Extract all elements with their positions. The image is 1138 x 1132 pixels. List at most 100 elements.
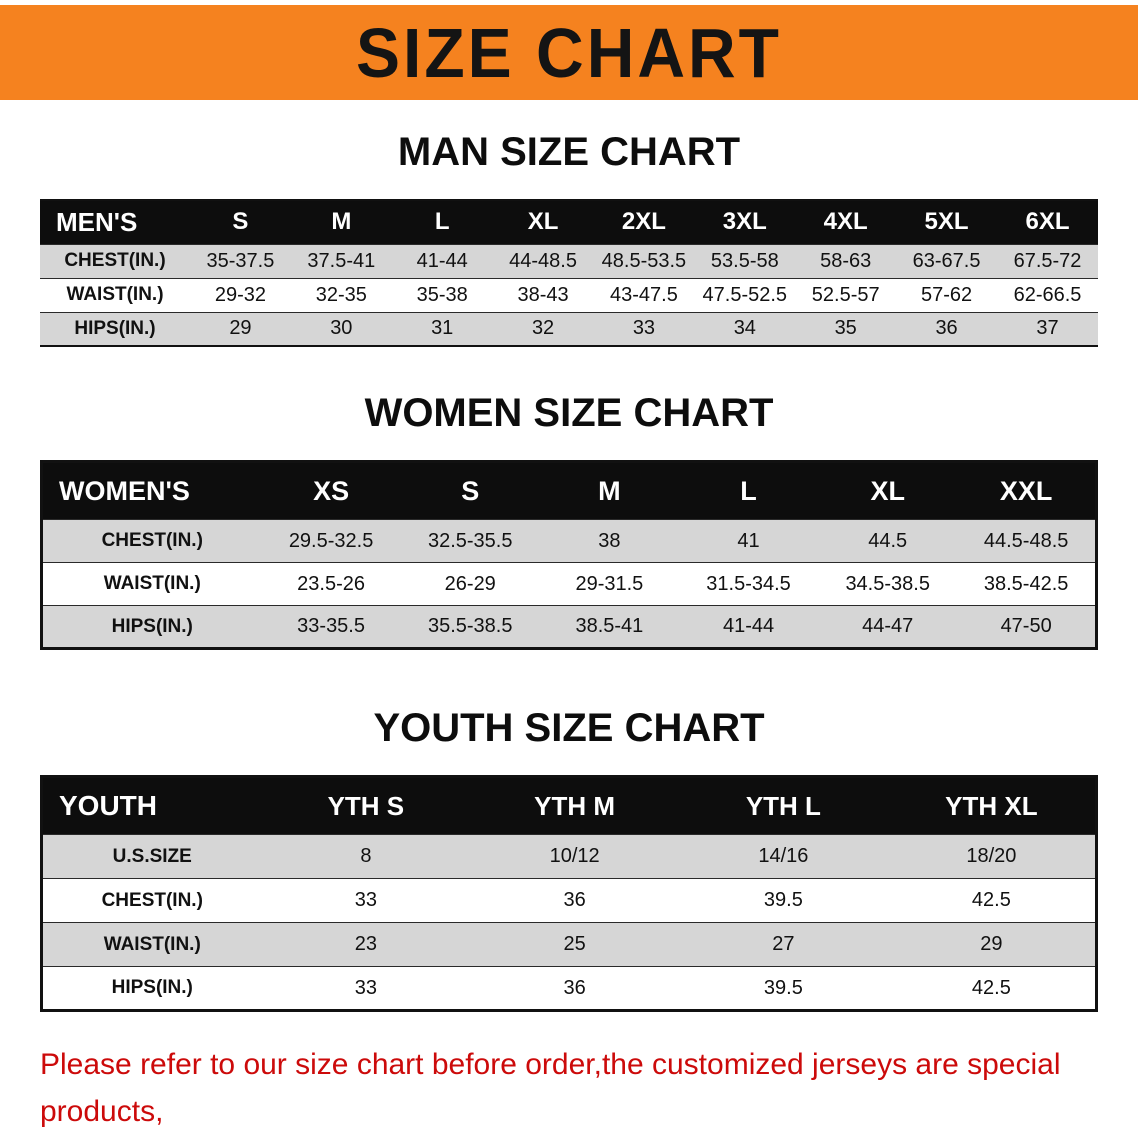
size-value-cell: 43-47.5 (610, 283, 678, 306)
size-column-header: XS (261, 461, 401, 520)
size-column-header: 2XL (593, 200, 695, 244)
size-value-cell: 47-50 (1000, 615, 1052, 637)
table-row: CHEST(IN.) 35-37.5 37.5-41 41-44 44-48.5 48.5… (40, 244, 1098, 278)
size-column-header: YTH M (470, 776, 679, 835)
size-value-cell: 26-29 (444, 572, 496, 595)
youth-size-section: YOUTH SIZE CHART YOUTH YTH S YTH M YTH L YTH… (0, 706, 1138, 1012)
size-column-header: YTH XL (887, 776, 1097, 835)
table-row: HIPS(IN.) 33-35.5 35.5-38.5 38.5-41 41-44 44-… (41, 605, 1097, 649)
size-column-header: M (290, 200, 392, 244)
table-corner-label: WOMEN'S (41, 461, 262, 520)
size-value-cell: 41-44 (416, 249, 468, 272)
size-value-cell: 27 (772, 933, 795, 955)
size-value-cell: 44.5-48.5 (983, 529, 1069, 552)
size-value-cell: 62-66.5 (1013, 283, 1082, 306)
size-value-cell: 23 (354, 933, 377, 955)
disclaimer-line-1: Please refer to our size chart before or… (40, 1048, 1061, 1128)
size-value-cell: 35-37.5 (206, 249, 275, 272)
size-column-header: XL (818, 461, 958, 520)
size-value-cell: 35.5-38.5 (427, 615, 513, 637)
size-column-header: S (400, 461, 540, 520)
size-column-header: 4XL (795, 200, 897, 244)
size-value-cell: 44-47 (862, 615, 914, 637)
size-value-cell: 38.5-41 (575, 615, 644, 637)
table-corner-label: MEN'S (40, 200, 190, 244)
row-label: WAIST(IN.) (103, 573, 201, 594)
size-value-cell: 34 (733, 317, 756, 340)
size-value-cell: 37.5-41 (307, 249, 376, 272)
size-column-header: 3XL (694, 200, 796, 244)
size-value-cell: 23.5-26 (297, 572, 365, 595)
size-column-header: L (391, 200, 493, 244)
row-label: U.S.SIZE (112, 845, 192, 867)
size-value-cell: 37 (1036, 317, 1059, 340)
table-row: U.S.SIZE 8 10/12 14/16 18/20 (41, 834, 1097, 879)
size-value-cell: 36 (935, 317, 958, 340)
size-value-cell: 29 (229, 317, 252, 340)
size-value-cell: 33-35.5 (297, 615, 365, 637)
youth-size-table: YOUTH YTH S YTH M YTH L YTH XL U.S.SIZE 8 10/12… (40, 775, 1098, 1012)
size-column-header: YTH L (679, 776, 888, 835)
size-value-cell: 10/12 (549, 845, 600, 867)
size-value-cell: 34.5-38.5 (845, 572, 930, 595)
size-value-cell: 29-32 (214, 283, 267, 306)
size-value-cell: 31.5-34.5 (706, 572, 791, 595)
size-value-cell: 33 (354, 889, 377, 911)
table-row: WAIST(IN.) 23 25 27 29 (41, 922, 1097, 967)
size-column-header: M (539, 461, 679, 520)
size-value-cell: 36 (563, 976, 586, 999)
size-value-cell: 38 (598, 529, 621, 552)
table-header-row: WOMEN'S XS S M L XL XXL (41, 461, 1097, 520)
table-header-row: YOUTH YTH S YTH M YTH L YTH XL (41, 776, 1097, 835)
table-row: CHEST(IN.) 33 36 39.5 42.5 (41, 878, 1097, 923)
size-column-header: S (190, 200, 291, 244)
row-label: HIPS(IN.) (111, 977, 193, 998)
banner: SIZE CHART (0, 5, 1138, 100)
size-value-cell: 48.5-53.5 (601, 249, 687, 272)
table-header-row: MEN'S S M L XL 2XL 3XL 4XL 5XL 6XL (40, 200, 1098, 244)
size-value-cell: 58-63 (820, 249, 872, 272)
size-value-cell: 35-38 (416, 283, 468, 306)
women-size-section: WOMEN SIZE CHART WOMEN'S XS S M L XL XXL CHEST(… (0, 391, 1138, 650)
size-value-cell: 33 (632, 317, 656, 340)
size-value-cell: 57-62 (920, 283, 973, 306)
size-value-cell: 67.5-72 (1013, 249, 1082, 272)
size-value-cell: 47.5-52.5 (702, 283, 788, 306)
size-value-cell: 63-67.5 (912, 249, 981, 272)
size-value-cell: 39.5 (763, 889, 803, 911)
table-row: WAIST(IN.) 23.5-26 26-29 29-31.5 31.5-34.5 34… (41, 562, 1097, 606)
size-value-cell: 32.5-35.5 (427, 529, 513, 552)
row-label: HIPS(IN.) (74, 317, 156, 339)
size-column-header: XL (492, 200, 594, 244)
size-value-cell: 30 (330, 317, 353, 340)
size-column-header: L (678, 461, 819, 520)
size-chart-page: SIZE CHART MAN SIZE CHART MEN'S S M L XL 2XL 3… (0, 5, 1138, 1132)
size-value-cell: 14/16 (758, 845, 809, 867)
men-section-heading: MAN SIZE CHART (397, 130, 741, 174)
size-column-header: 6XL (997, 200, 1098, 244)
row-label: CHEST(IN.) (101, 530, 203, 551)
size-value-cell: 36 (563, 889, 586, 911)
size-value-cell: 29.5-32.5 (288, 529, 374, 552)
size-value-cell: 32-35 (315, 283, 367, 306)
size-value-cell: 18/20 (966, 845, 1017, 867)
size-value-cell: 39.5 (763, 976, 803, 999)
disclaimer: Please refer to our size chart before or… (40, 1042, 1118, 1132)
size-value-cell: 29-31.5 (575, 572, 644, 595)
size-value-cell: 41-44 (722, 615, 775, 637)
size-value-cell: 31 (431, 317, 454, 340)
row-label: WAIST(IN.) (103, 933, 201, 955)
size-column-header: YTH S (261, 776, 471, 835)
size-value-cell: 33 (354, 976, 377, 999)
youth-section-heading: YOUTH SIZE CHART (373, 706, 765, 750)
table-row: HIPS(IN.) 29 30 31 32 33 34 35 36 37 (40, 312, 1098, 346)
size-value-cell: 44.5 (868, 529, 908, 552)
men-size-table: MEN'S S M L XL 2XL 3XL 4XL 5XL 6XL CHEST(IN.) 35-37… (40, 199, 1098, 347)
women-size-table: WOMEN'S XS S M L XL XXL CHEST(IN.) 29.5-32.5 32.5… (40, 460, 1098, 650)
size-value-cell: 38.5-42.5 (983, 572, 1069, 595)
row-label: HIPS(IN.) (111, 615, 193, 637)
table-row: CHEST(IN.) 29.5-32.5 32.5-35.5 38 41 44.5 44.5… (41, 519, 1097, 563)
size-value-cell: 41 (737, 529, 760, 552)
table-row: HIPS(IN.) 33 36 39.5 42.5 (41, 966, 1097, 1011)
size-column-header: 5XL (896, 200, 997, 244)
